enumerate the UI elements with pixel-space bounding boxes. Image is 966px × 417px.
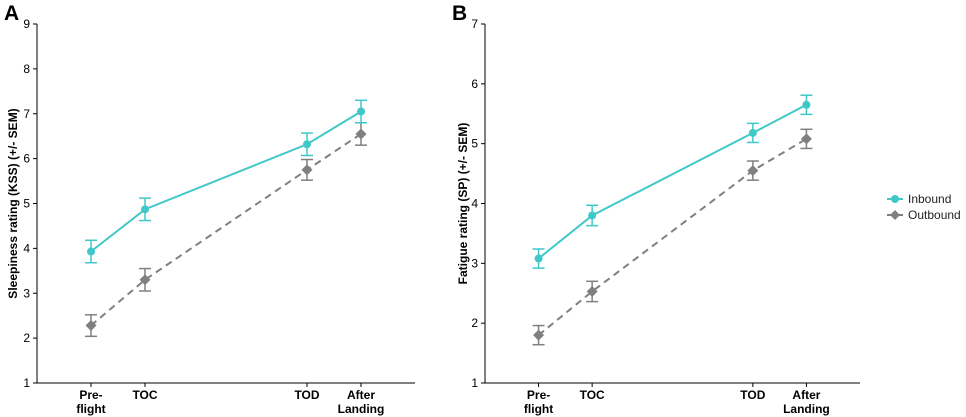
data-point-a-outbound-1 [139, 274, 151, 286]
x-tick-label-a-tod: TOD [294, 388, 319, 402]
data-point-b-outbound-2 [747, 165, 759, 177]
legend-label-outbound: Outbound [908, 208, 961, 222]
y-tick-label-b-6: 6 [471, 77, 478, 91]
series-line-b-outbound [537, 138, 807, 336]
panel-letter-b: B [452, 2, 467, 25]
y-tick-label-a-8: 8 [23, 62, 30, 76]
x-tick-label-a-toc: TOC [132, 388, 157, 402]
y-tick-label-b-4: 4 [471, 197, 478, 211]
legend-item-outbound: Outbound [887, 208, 961, 222]
y-tick-label-b-7: 7 [471, 17, 478, 31]
x-tick-label-b-pre-flight: Pre-flight [524, 388, 553, 416]
data-point-a-inbound-1 [141, 205, 149, 214]
data-point-a-outbound-2 [301, 164, 313, 176]
y-tick-label-b-2: 2 [471, 316, 478, 330]
data-point-b-inbound-1 [588, 211, 597, 220]
data-point-a-inbound-3 [357, 107, 365, 116]
y-tick-label-a-4: 4 [23, 241, 30, 255]
data-point-a-outbound-0 [85, 320, 97, 332]
panel-a: A 1 2 3 4 5 6 7 8 9 Pre-flight TOC TOD After Landing Sl… [4, 2, 415, 416]
data-point-b-outbound-1 [586, 285, 598, 297]
x-tick-label-a-after-landing: After Landing [338, 388, 385, 416]
x-tick-label-a-pre-flight: Pre-flight [76, 388, 105, 416]
data-point-a-outbound-3 [355, 128, 367, 140]
legend-marker-inbound [891, 195, 899, 203]
y-tick-label-a-3: 3 [23, 286, 30, 300]
x-tick-label-b-tod: TOD [740, 388, 765, 402]
data-point-a-inbound-0 [87, 247, 95, 256]
data-point-b-outbound-3 [800, 133, 812, 145]
series-line-a-inbound [90, 110, 362, 253]
y-tick-label-b-1: 1 [471, 376, 478, 390]
y-tick-label-b-3: 3 [471, 256, 478, 270]
y-tick-label-a-7: 7 [23, 107, 30, 121]
legend-marker-outbound [890, 210, 900, 220]
y-axis-title-b: Fatigue rating (SP) (+/- SEM) [456, 123, 470, 285]
y-tick-label-b-5: 5 [471, 137, 478, 151]
series-line-a-outbound [90, 133, 362, 327]
legend: Inbound Outbound [887, 192, 961, 222]
y-tick-label-a-5: 5 [23, 197, 30, 211]
y-axis-title-a: Sleepiness rating (KSS) (+/- SEM) [6, 108, 20, 298]
y-tick-label-a-6: 6 [23, 152, 30, 166]
data-point-b-inbound-3 [802, 100, 811, 109]
y-tick-label-a-9: 9 [23, 17, 30, 31]
x-tick-label-b-after-landing: After Landing [783, 388, 830, 416]
data-point-b-inbound-2 [748, 128, 757, 137]
legend-item-inbound: Inbound [887, 192, 951, 206]
legend-label-inbound: Inbound [908, 192, 951, 206]
panel-letter-a: A [4, 2, 19, 25]
series-line-b-inbound [537, 103, 807, 260]
y-tick-label-a-2: 2 [23, 331, 30, 345]
data-point-b-outbound-0 [533, 329, 545, 341]
x-tick-label-b-toc: TOC [580, 388, 605, 402]
data-point-a-inbound-2 [303, 140, 311, 149]
y-tick-label-a-1: 1 [23, 376, 30, 390]
panel-b: B 1 2 3 4 5 6 7 Pre-flight TOC TOD After Landing Fati… [452, 2, 860, 416]
data-point-b-inbound-0 [534, 254, 543, 263]
